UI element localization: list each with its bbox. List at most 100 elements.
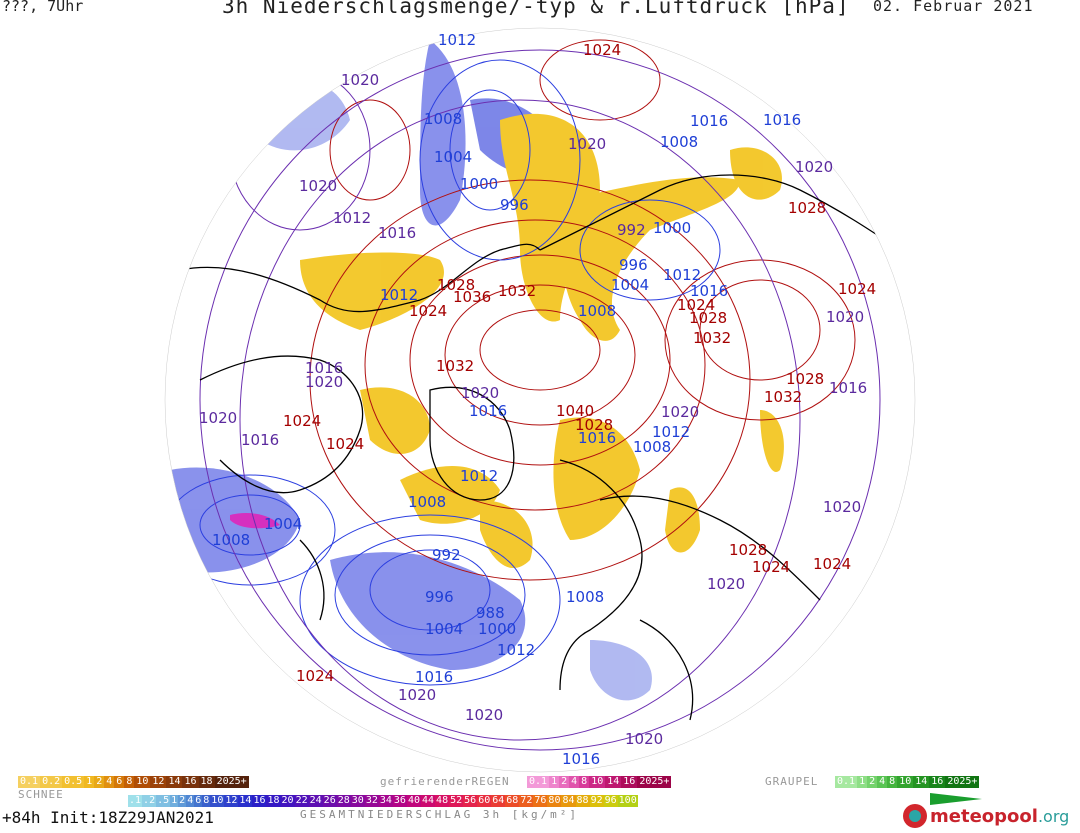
pressure-label: 1004 — [611, 276, 649, 294]
map-date: 02. Februar 2021 — [873, 0, 1034, 15]
pressure-label: 1020 — [795, 158, 833, 176]
pressure-label: 1028 — [575, 416, 613, 434]
total-legend-cell: 36 — [392, 795, 407, 807]
pressure-label: 1024 — [409, 302, 447, 320]
rain-legend-cell: 10 — [589, 776, 606, 788]
pressure-label: 1028 — [788, 199, 826, 217]
total-legend-cell: 8 — [202, 795, 211, 807]
total-legend-cell: 32 — [364, 795, 379, 807]
rain-legend-cell: 4 — [569, 776, 580, 788]
pressure-label: 1016 — [562, 750, 600, 768]
brand-tld: .org — [1037, 806, 1070, 826]
pressure-label: 1008 — [212, 531, 250, 549]
pressure-label: 1036 — [453, 288, 491, 306]
rain-legend-cell: 14 — [605, 776, 622, 788]
pressure-label: 1004 — [425, 620, 463, 638]
total-legend-cell: 72 — [519, 795, 534, 807]
snow-legend-cell: 4 — [104, 776, 115, 788]
total-legend-cell: 64 — [491, 795, 506, 807]
pressure-label: 992 — [432, 546, 461, 564]
total-legend-cell: 18 — [266, 795, 281, 807]
forecast-init-label: +84h Init:18Z29JAN2021 — [2, 808, 214, 827]
snow-legend-cell: 0.5 — [62, 776, 85, 788]
pressure-label: 1008 — [660, 133, 698, 151]
pressure-label: 1004 — [264, 515, 302, 533]
snow-legend-cell: 1 — [84, 776, 95, 788]
graupel-legend-cell: 1 — [857, 776, 868, 788]
pressure-label: 1004 — [434, 148, 472, 166]
pressure-label: 1020 — [568, 135, 606, 153]
pressure-label: 1000 — [653, 219, 691, 237]
map-title: 3h Niederschlagsmenge/-typ & r.Luftdruck… — [222, 0, 850, 18]
pressure-label: 1016 — [763, 111, 801, 129]
total-legend-cell: 76 — [533, 795, 548, 807]
total-legend-cell: 44 — [421, 795, 436, 807]
pressure-label: 996 — [425, 588, 454, 606]
pressure-label: 1012 — [333, 209, 371, 227]
pressure-label: 1024 — [283, 412, 321, 430]
total-legend-cell: 14 — [238, 795, 253, 807]
pressure-label: 1020 — [661, 403, 699, 421]
freezing-rain-legend: 0.1 1 2 4 8 10 14 16 2025+ — [527, 776, 672, 788]
pressure-label: 1008 — [408, 493, 446, 511]
coastlines — [179, 174, 901, 721]
pressure-label: 1020 — [826, 308, 864, 326]
pressure-label: 1000 — [478, 620, 516, 638]
snow-legend-cell: 18 — [198, 776, 215, 788]
total-legend-cell: 16 — [252, 795, 267, 807]
meteopool-logo: meteopool .org — [903, 804, 1069, 828]
total-legend-cell: 80 — [547, 795, 562, 807]
graupel-legend-cell: 4 — [877, 776, 888, 788]
pressure-label: 1028 — [729, 541, 767, 559]
pressure-label: 1016 — [690, 112, 728, 130]
pressure-label: 1016 — [469, 402, 507, 420]
pressure-label: 1016 — [690, 282, 728, 300]
total-legend-cell: 6 — [194, 795, 203, 807]
total-legend-cell: 26 — [322, 795, 337, 807]
pressure-label: 988 — [476, 604, 505, 622]
total-legend-cell: 100 — [617, 795, 638, 807]
total-legend-cell: 84 — [561, 795, 576, 807]
brand-name: meteopool — [930, 805, 1038, 827]
pressure-label: 1028 — [689, 309, 727, 327]
pressure-label: 1020 — [465, 706, 503, 724]
total-legend-cell: 92 — [589, 795, 604, 807]
pressure-label: 1020 — [398, 686, 436, 704]
freezing-rain-legend-label: gefrierenderREGEN — [380, 775, 510, 788]
pressure-label: 1020 — [199, 409, 237, 427]
rain-legend-cell: 0.1 — [527, 776, 550, 788]
pressure-label: 1024 — [677, 296, 715, 314]
pressure-label: 1028 — [437, 276, 475, 294]
pressure-label: 1016 — [578, 429, 616, 447]
total-legend-cell: 12 — [224, 795, 239, 807]
pressure-label: 1016 — [829, 379, 867, 397]
pressure-label: 1016 — [415, 668, 453, 686]
pressure-label: 1016 — [378, 224, 416, 242]
legend-overflow-triangle — [930, 793, 982, 805]
pressure-label: 1020 — [707, 575, 745, 593]
total-legend-cell: .5 — [156, 795, 171, 807]
graupel-legend: 0.1 1 2 4 8 10 14 16 2025+ — [835, 776, 980, 788]
total-legend-cell: 52 — [449, 795, 464, 807]
pressure-label: 1008 — [424, 110, 462, 128]
pressure-label: 1012 — [380, 286, 418, 304]
pressure-label: 1032 — [498, 282, 536, 300]
pressure-label: 1008 — [578, 302, 616, 320]
pressure-label: 1024 — [813, 555, 851, 573]
snow-legend-cell: 0.2 — [40, 776, 63, 788]
pressure-label: 1020 — [299, 177, 337, 195]
pressure-label: 1012 — [460, 467, 498, 485]
total-legend-cell: 96 — [603, 795, 618, 807]
pressure-label: 1032 — [693, 329, 731, 347]
total-legend-cell: 40 — [406, 795, 421, 807]
rain-legend-cell: 16 — [621, 776, 638, 788]
rain-legend-cell: 1 — [549, 776, 560, 788]
pressure-label: 996 — [619, 256, 648, 274]
total-legend-cell: 68 — [505, 795, 520, 807]
total-legend-cell: 22 — [294, 795, 309, 807]
total-legend-cell: 1 — [170, 795, 179, 807]
total-legend-cell: 34 — [378, 795, 393, 807]
snow-legend: 0.1 0.2 0.5 1 2 4 6 8 10 12 14 16 18 202… — [18, 776, 249, 788]
